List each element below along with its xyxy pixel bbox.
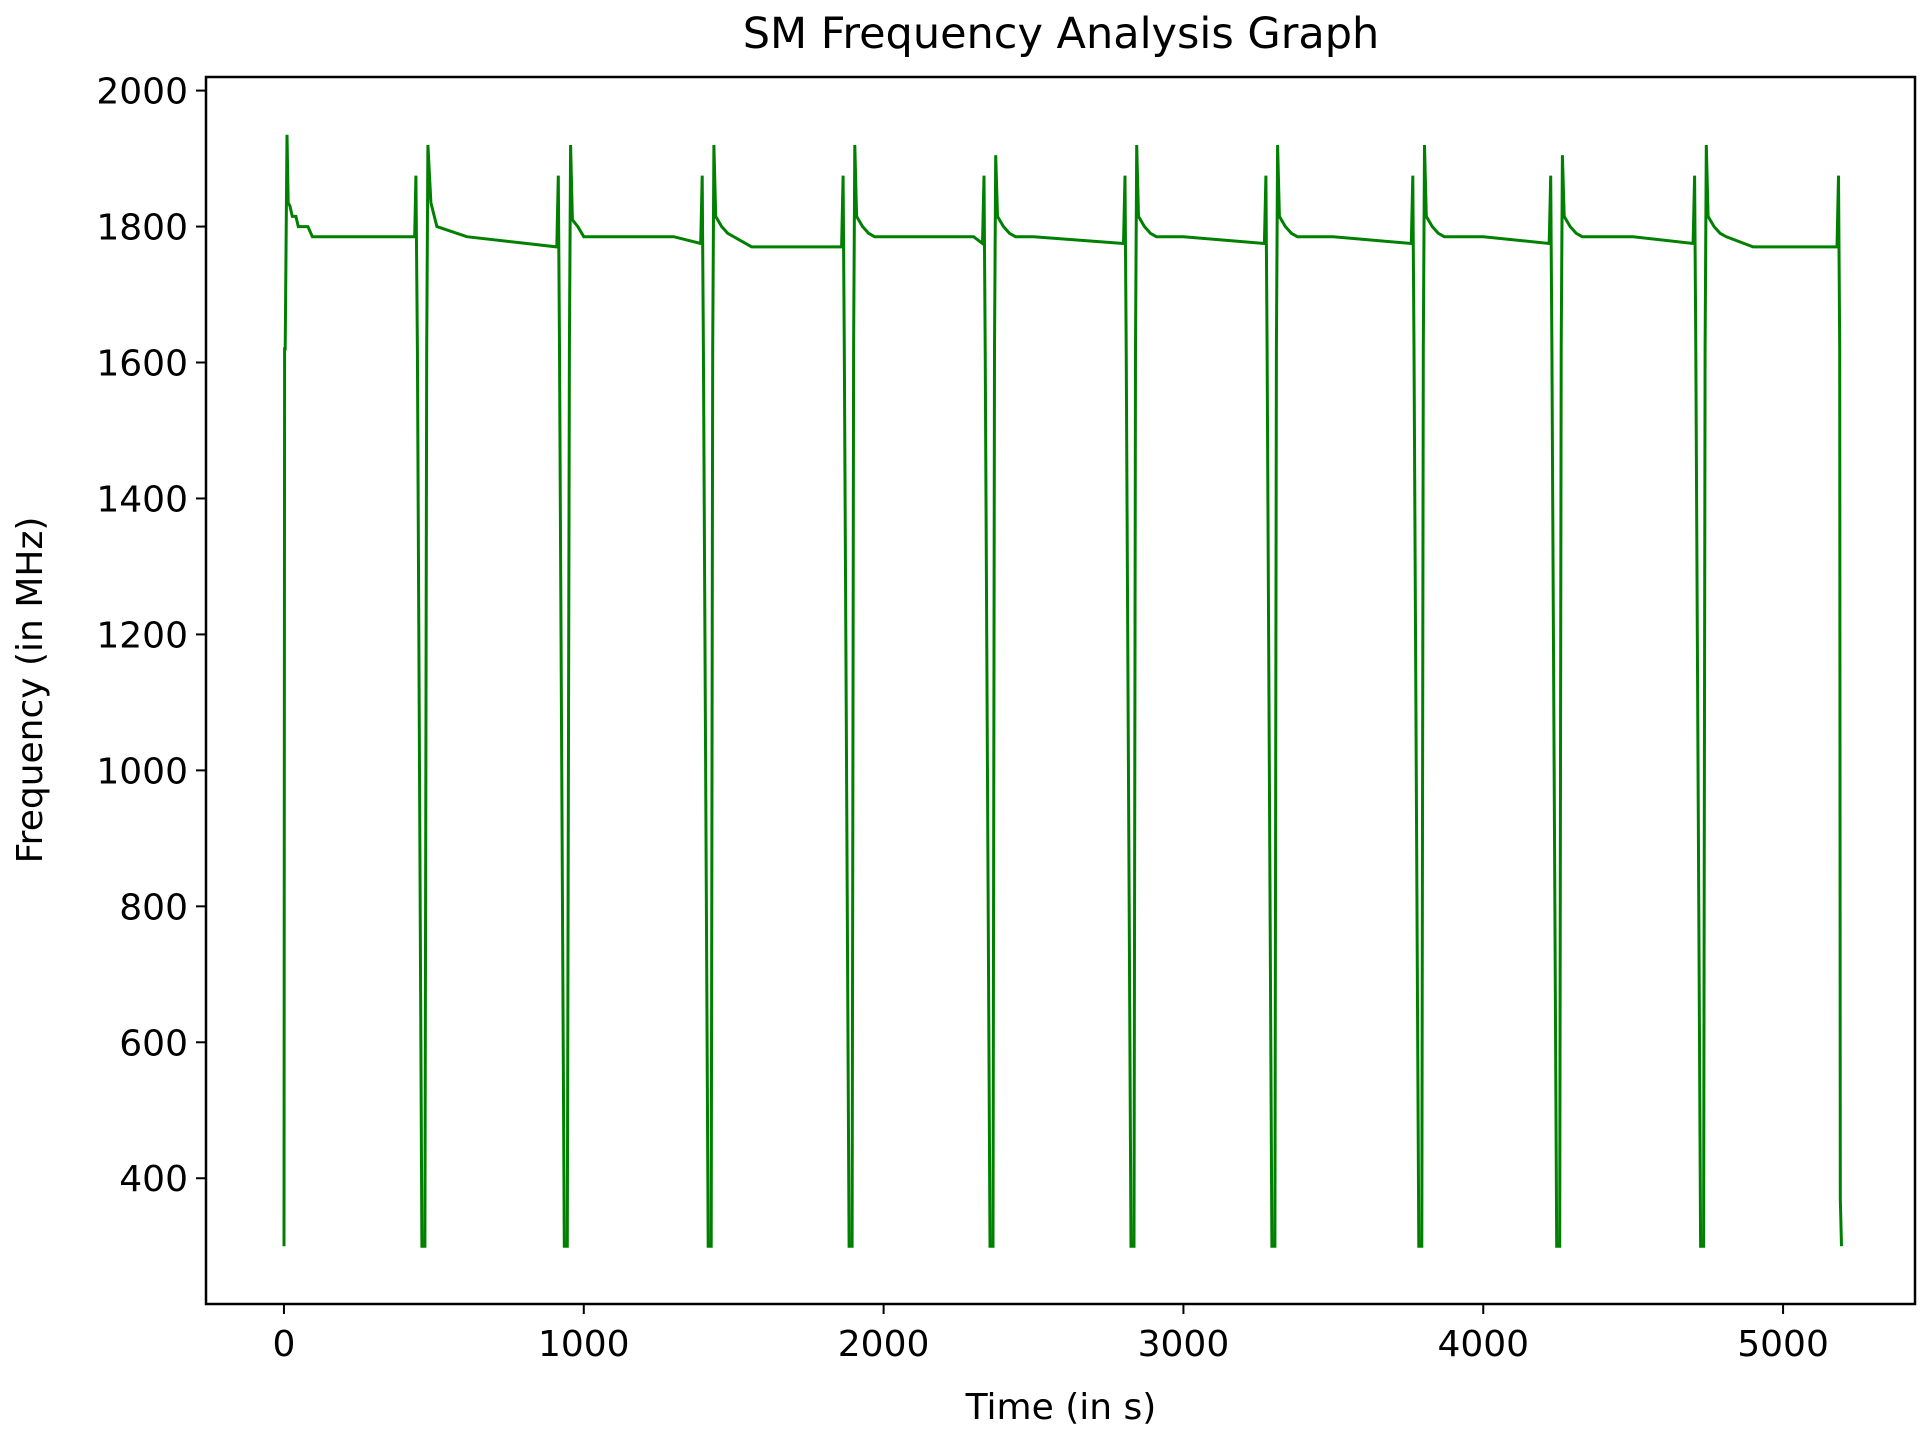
x-tick-label: 1000	[538, 1324, 630, 1365]
x-axis-label: Time (in s)	[965, 1387, 1157, 1428]
x-tick-label: 3000	[1138, 1324, 1230, 1365]
x-tick-label: 5000	[1737, 1324, 1829, 1365]
frequency-series-line	[282, 134, 1843, 1248]
y-tick-label: 1800	[96, 208, 188, 249]
x-tick-label: 2000	[838, 1324, 930, 1365]
y-tick-label: 1000	[96, 751, 188, 792]
y-tick-label: 1400	[96, 479, 188, 520]
y-tick-label: 600	[119, 1023, 188, 1064]
y-tick-label: 1600	[96, 344, 188, 385]
y-axis-label: Frequency (in MHz)	[10, 517, 51, 864]
plot-frame	[204, 75, 1917, 1306]
y-tick-label: 800	[119, 887, 188, 928]
x-tick-label: 4000	[1437, 1324, 1529, 1365]
x-axis-ticks: 0 1000 2000 3000 4000 5000	[273, 1304, 1829, 1365]
x-tick-label: 0	[273, 1324, 296, 1365]
y-tick-label: 1200	[96, 615, 188, 656]
chart-title: SM Frequency Analysis Graph	[743, 9, 1380, 59]
y-tick-label: 2000	[96, 72, 188, 113]
y-tick-label: 400	[119, 1159, 188, 1200]
y-axis-ticks: 400 600 800 1000 1200 1400 1600 1800 2000	[96, 72, 206, 1200]
